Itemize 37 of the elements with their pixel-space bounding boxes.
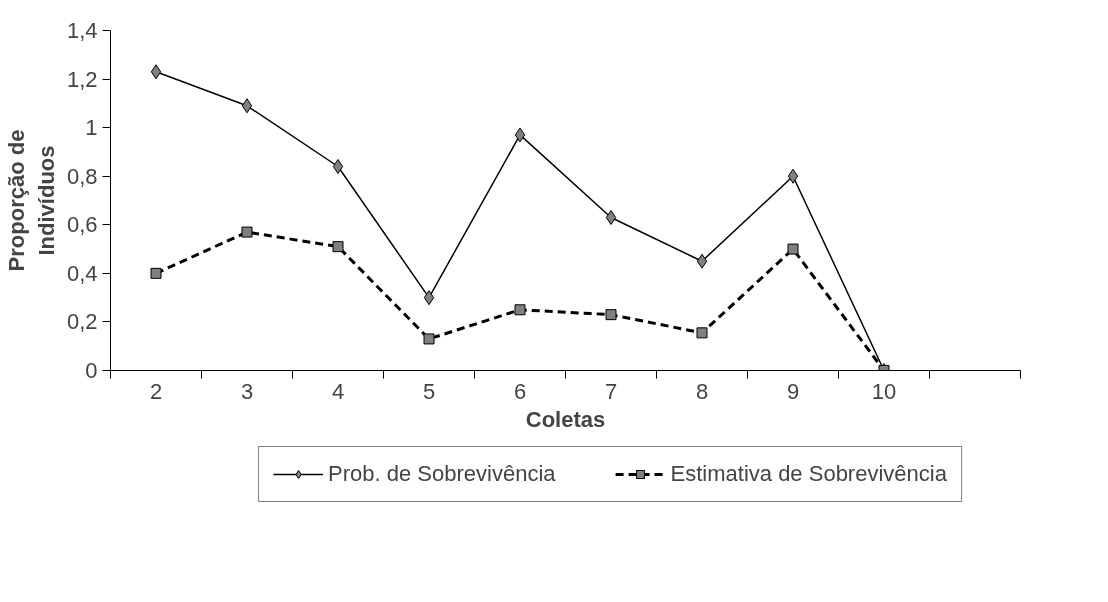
point <box>423 333 435 345</box>
point <box>423 290 435 306</box>
x-tick-label: 4 <box>331 378 345 404</box>
point <box>514 127 526 143</box>
y-tick-label: 0,6 <box>66 212 98 238</box>
point <box>696 253 708 269</box>
point <box>241 226 253 238</box>
legend-label: Estimativa de Sobrevivência <box>670 461 947 487</box>
point <box>150 267 162 279</box>
y-axis-title: Proporção de Indivíduos <box>3 129 59 272</box>
y-tick-label: 1 <box>85 115 98 141</box>
x-tick-label: 10 <box>871 378 897 404</box>
point <box>605 309 617 321</box>
point <box>696 327 708 339</box>
point <box>332 241 344 253</box>
x-tick-label: 6 <box>513 378 527 404</box>
legend-label: Prob. de Sobrevivência <box>328 461 556 487</box>
point <box>514 304 526 316</box>
point <box>150 64 162 80</box>
y-tick-label: 1,2 <box>66 66 98 92</box>
x-tick-label: 5 <box>422 378 436 404</box>
x-tick-label: 3 <box>240 378 254 404</box>
point <box>787 243 799 255</box>
x-tick-label: 8 <box>695 378 709 404</box>
x-tick-label: 9 <box>786 378 800 404</box>
point <box>332 159 344 174</box>
x-tick-label: 2 <box>149 378 163 404</box>
y-tick-label: 0,4 <box>66 260 98 286</box>
y-tick-label: 0 <box>85 358 98 383</box>
y-tick-label: 1,4 <box>66 18 98 43</box>
y-tick-label: 0,8 <box>66 163 98 189</box>
point <box>605 210 617 225</box>
point <box>787 168 799 184</box>
x-axis-title: Coletas <box>525 406 606 432</box>
point <box>241 98 253 114</box>
y-tick-label: 0,2 <box>66 309 98 335</box>
x-tick-label: 7 <box>604 378 618 404</box>
